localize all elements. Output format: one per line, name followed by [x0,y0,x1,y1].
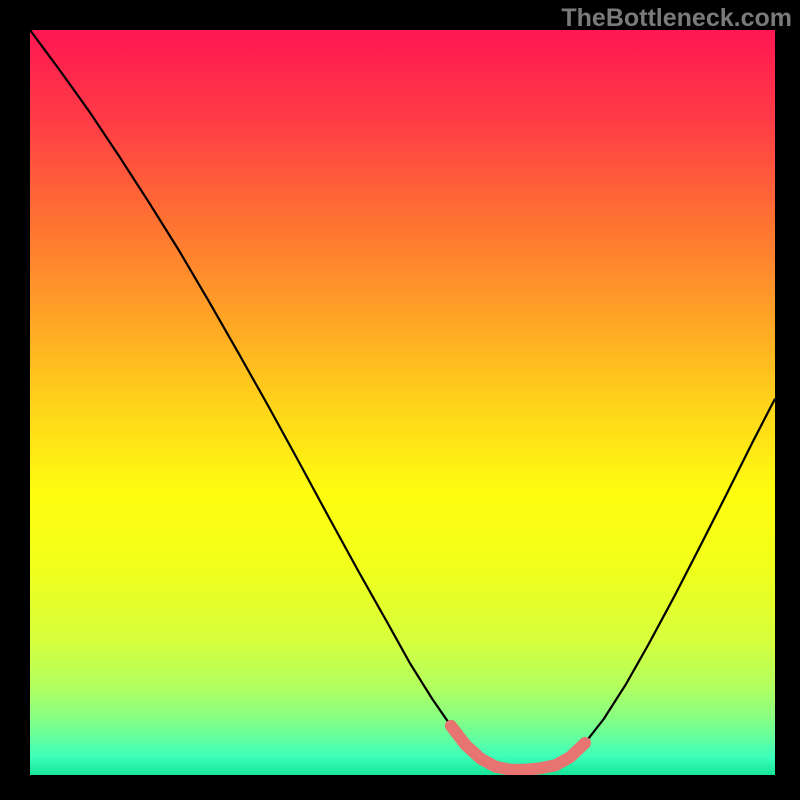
chart-background [30,30,775,775]
bottleneck-chart [30,30,775,775]
chart-container: TheBottleneck.com [0,0,800,800]
plot-area [30,30,775,775]
watermark-text: TheBottleneck.com [561,4,792,33]
